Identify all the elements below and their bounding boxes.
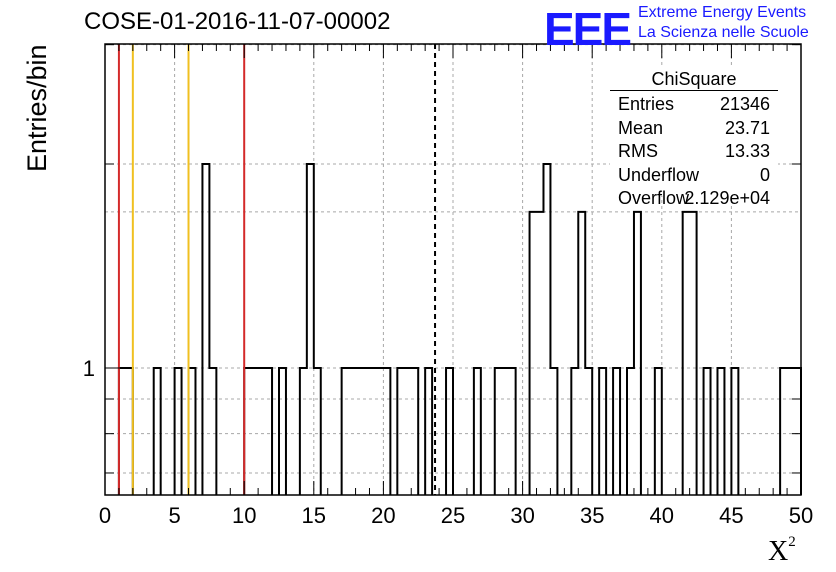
x-axis-label-base: X: [768, 536, 789, 567]
histogram-series: [117, 163, 802, 495]
x-tick-label: 35: [580, 503, 604, 528]
x-axis-label: X2: [768, 533, 796, 568]
stats-label: Underflow: [618, 164, 700, 185]
x-tick-label: 10: [232, 503, 256, 528]
logo-line-1: Extreme Energy Events: [638, 4, 807, 21]
y-axis-label: Entries/bin: [22, 44, 52, 172]
stats-box: ChiSquare Entries 21346 Mean 23.71 RMS 13.3…: [610, 68, 778, 208]
stats-row-overflow: Overflow 2.129e+04: [610, 187, 778, 211]
x-tick-label: 20: [371, 503, 395, 528]
stats-label: Mean: [618, 117, 664, 138]
x-axis-label-superscript: 2: [788, 533, 796, 550]
stats-row-entries: Entries 21346: [610, 93, 778, 117]
stats-row-rms: RMS 13.33: [610, 140, 778, 164]
x-tick-label: 40: [650, 503, 674, 528]
stats-label: RMS: [618, 141, 658, 161]
stats-value: 2.129e+04: [684, 188, 770, 208]
logo-line-2: La Scienza nelle Scuole: [638, 24, 809, 41]
x-tick-label: 15: [302, 503, 326, 528]
stats-value: 21346: [719, 94, 770, 114]
stats-row-mean: Mean 23.71: [610, 117, 778, 141]
y-tick-label: 1: [83, 356, 95, 381]
x-tick-label: 0: [99, 503, 111, 528]
stats-value: 13.33: [724, 141, 770, 161]
chart-title: COSE-01-2016-11-07-00002: [84, 8, 391, 35]
x-tick-label: 45: [719, 503, 743, 528]
stats-row-underflow: Underflow 0: [610, 164, 778, 188]
x-tick-label: 50: [789, 503, 813, 528]
stats-value: 0: [759, 164, 770, 185]
x-tick-label: 25: [441, 503, 465, 528]
x-tick-label: 30: [510, 503, 534, 528]
x-tick-label: 5: [168, 503, 180, 528]
eee-logo: EEE: [544, 3, 632, 55]
stats-label: Entries: [618, 94, 675, 114]
stats-label: Overflow: [618, 188, 690, 208]
stats-title: ChiSquare: [610, 68, 778, 91]
stats-value: 23.71: [724, 117, 770, 138]
logo-text: Extreme Energy Events La Scienza nelle S…: [638, 3, 809, 43]
